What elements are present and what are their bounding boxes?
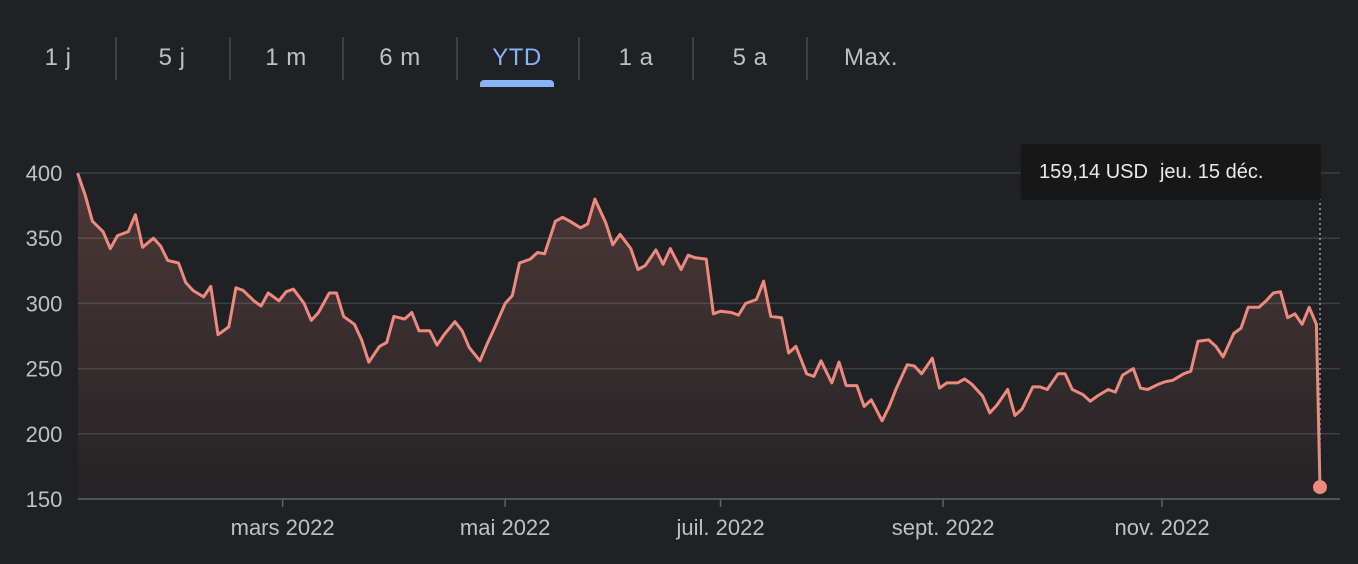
tab-1-year[interactable]: 1 a (618, 44, 654, 71)
x-tick-label: mai 2022 (460, 515, 551, 540)
tab-6-months[interactable]: 6 m (379, 44, 421, 71)
price-line (76, 172, 1322, 489)
tab-1-day[interactable]: 1 j (44, 44, 72, 71)
x-axis-ticks: mars 2022 mai 2022 juil. 2022 sept. 2022 nov… (231, 499, 1210, 540)
active-tab-indicator (480, 80, 554, 87)
y-tick-label: 150 (26, 487, 63, 512)
tab-separator (342, 37, 344, 80)
x-tick-label: sept. 2022 (892, 515, 995, 540)
y-axis-ticks: 400 350 300 250 200 150 (26, 161, 63, 512)
tab-separator (456, 37, 458, 80)
x-tick-label: nov. 2022 (1115, 515, 1210, 540)
tab-1-month[interactable]: 1 m (265, 44, 307, 71)
tab-5-years[interactable]: 5 a (732, 44, 768, 71)
x-tick-label: mars 2022 (231, 515, 335, 540)
y-tick-label: 250 (26, 357, 63, 382)
tooltip-date: jeu. 15 déc. (1159, 161, 1264, 183)
x-tick-label: juil. 2022 (675, 515, 764, 540)
tab-max[interactable]: Max. (843, 44, 898, 71)
tab-separator (115, 37, 117, 80)
tab-ytd[interactable]: YTD (492, 44, 542, 71)
tab-separator (578, 37, 580, 80)
tab-separator (806, 37, 808, 80)
last-point-marker (1313, 480, 1327, 495)
tooltip-price: 159,14 USD (1039, 161, 1148, 183)
tab-separator (229, 37, 231, 80)
price-area-fill (78, 174, 1320, 500)
tab-5-days[interactable]: 5 j (158, 44, 186, 71)
y-tick-label: 400 (26, 161, 63, 186)
y-tick-label: 300 (26, 291, 63, 316)
y-tick-label: 350 (26, 226, 63, 251)
range-tabs: 1 j 5 j 1 m 6 m YTD 1 a 5 a Max. (0, 0, 1358, 120)
y-tick-label: 200 (26, 422, 63, 447)
price-tooltip: 159,14 USD jeu. 15 déc. (1021, 144, 1321, 200)
tab-separator (692, 37, 694, 80)
